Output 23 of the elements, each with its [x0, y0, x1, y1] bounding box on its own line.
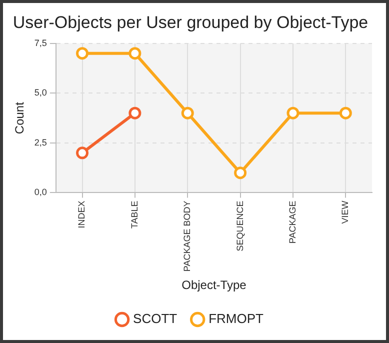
legend-label: SCOTT — [133, 311, 178, 326]
x-tick-label: TABLE — [129, 200, 140, 229]
point — [286, 106, 300, 120]
point — [181, 106, 194, 120]
x-tick-label: PACKAGE — [287, 200, 298, 244]
x-axis-title: Object-Type — [182, 278, 247, 292]
y-axis-title: Count — [12, 101, 27, 134]
point — [339, 106, 352, 120]
x-tick-label: PACKAGE BODY — [182, 200, 192, 272]
x-tick-label: INDEX — [76, 200, 87, 228]
point — [76, 47, 88, 60]
y-tick-label: 7,5 — [34, 38, 47, 48]
y-tick-label: 2,5 — [34, 137, 47, 148]
x-tick-label: SEQUENCE — [234, 200, 245, 252]
legend-label: FRMOPT — [208, 311, 264, 326]
point — [128, 47, 142, 60]
point — [76, 146, 88, 160]
point — [128, 106, 142, 120]
x-tick-label: VIEW — [340, 200, 350, 224]
y-tick-label: 5,0 — [34, 88, 47, 98]
point — [234, 166, 247, 180]
chart-title: User-Objects per User grouped by Object-Type — [12, 12, 368, 32]
y-tick-label: 0,0 — [34, 187, 47, 198]
